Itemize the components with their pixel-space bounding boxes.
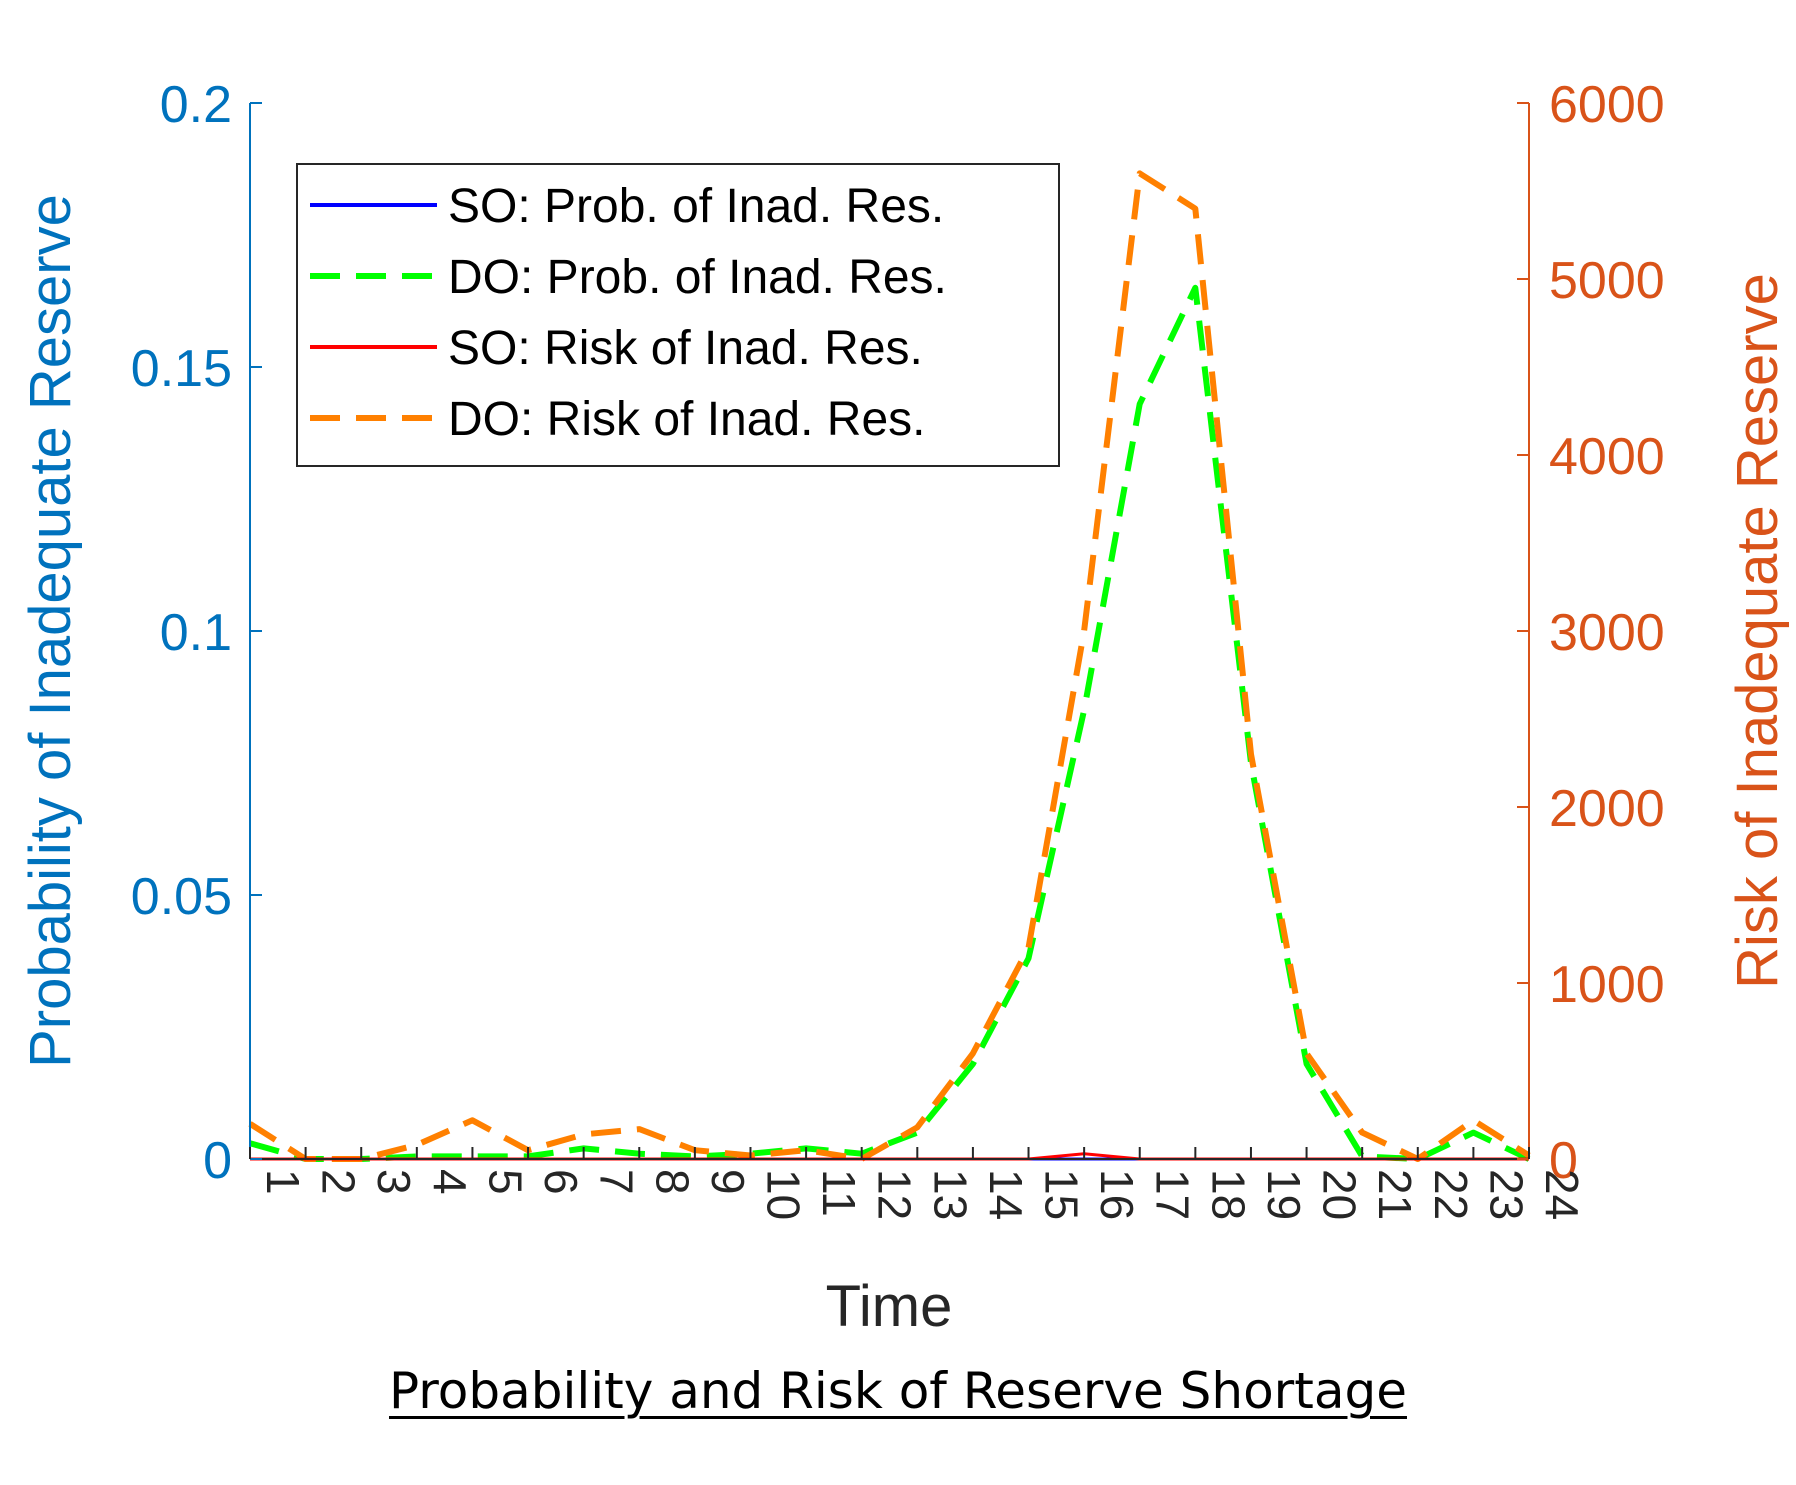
x-tick-label: 6 [535, 1169, 587, 1195]
x-tick-label: 15 [1036, 1169, 1088, 1220]
x-tick-label: 18 [1202, 1169, 1254, 1220]
legend-items: SO: Prob. of Inad. Res. DO: Prob. of Inad… [310, 180, 947, 446]
left-axis-title: Probability of Inadequate Reserve [18, 194, 83, 1068]
x-tick-label: 2 [313, 1169, 365, 1195]
x-tick-label: 1 [257, 1169, 309, 1195]
x-tick-label: 19 [1258, 1169, 1310, 1220]
x-tick-label: 24 [1536, 1169, 1588, 1220]
x-tick-label: 14 [980, 1169, 1032, 1220]
x-tick-label: 8 [646, 1169, 698, 1195]
x-tick-label: 22 [1425, 1169, 1477, 1220]
x-tick-label: 17 [1147, 1169, 1199, 1220]
right-axis-title: Risk of Inadequate Reserve [1725, 273, 1790, 989]
right-tick-label: 6000 [1549, 76, 1665, 134]
left-tick-label: 0 [203, 1132, 232, 1190]
left-tick-label: 0.1 [160, 604, 232, 662]
right-tick-label: 2000 [1549, 780, 1665, 838]
x-tick-label: 3 [368, 1169, 420, 1195]
x-tick-label: 20 [1314, 1169, 1366, 1220]
left-tick-label: 0.05 [131, 868, 232, 926]
left-tick-label: 0.15 [131, 340, 232, 398]
x-tick-label: 12 [869, 1169, 921, 1220]
x-tick-label: 13 [924, 1169, 976, 1220]
legend-label: SO: Risk of Inad. Res. [448, 322, 923, 375]
legend: SO: Prob. of Inad. Res. DO: Prob. of Inad… [296, 163, 1060, 467]
legend-label: DO: Prob. of Inad. Res. [448, 251, 947, 304]
x-axis-ticks: 1 2 3 4 5 6 7 8 9 10 11 12 13 14 15 16 17 18 19 20 21 22 23 24 [249, 1147, 1588, 1220]
left-tick-label: 0.2 [160, 76, 232, 134]
x-axis-title: Time [826, 1274, 953, 1339]
right-axis-ticks: 0 1000 2000 3000 4000 5000 6000 [1517, 76, 1665, 1190]
x-tick-label: 7 [591, 1169, 643, 1195]
x-tick-label: 11 [813, 1169, 865, 1217]
right-tick-label: 1000 [1549, 956, 1665, 1014]
right-tick-label: 3000 [1549, 604, 1665, 662]
x-tick-label: 23 [1480, 1169, 1532, 1220]
figure-caption: Probability and Risk of Reserve Shortage [389, 1362, 1407, 1420]
left-axis-ticks: 0 0.05 0.1 0.15 0.2 [131, 76, 262, 1190]
x-tick-label: 21 [1369, 1169, 1421, 1220]
x-tick-label: 16 [1091, 1169, 1143, 1220]
series-line-4 [248, 170, 1531, 1162]
right-tick-label: 4000 [1549, 428, 1665, 486]
legend-label: SO: Prob. of Inad. Res. [448, 180, 944, 233]
x-tick-label: 10 [757, 1169, 809, 1220]
x-tick-label: 4 [424, 1169, 476, 1195]
right-tick-label: 5000 [1549, 252, 1665, 310]
right-tick-label: 0 [1549, 1132, 1578, 1190]
x-tick-label: 5 [479, 1169, 531, 1195]
legend-label: DO: Risk of Inad. Res. [448, 393, 926, 446]
x-tick-label: 9 [702, 1169, 754, 1195]
series-line-2 [249, 284, 1531, 1162]
